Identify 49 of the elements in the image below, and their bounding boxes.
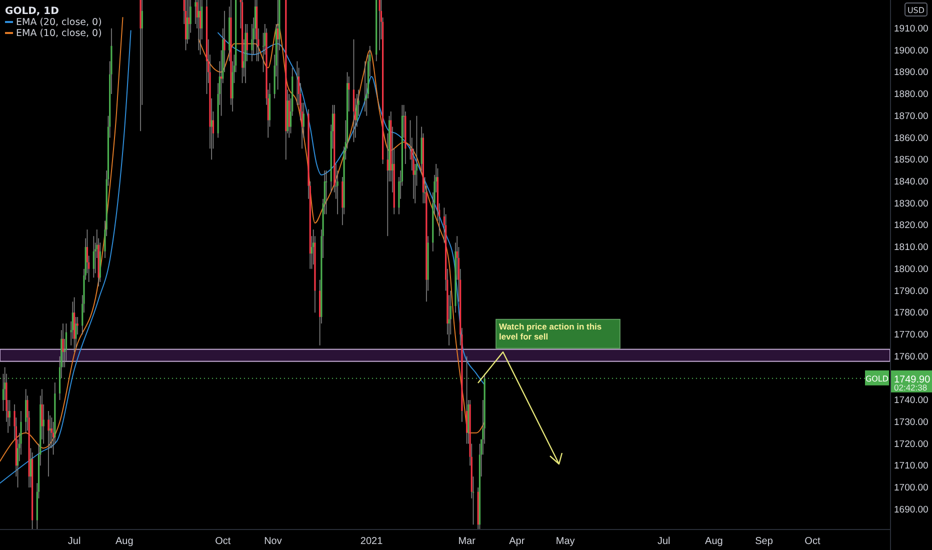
y-tick-label: 1910.00 [894, 23, 928, 34]
y-tick-label: 1800.00 [894, 264, 928, 275]
x-tick-label: Aug [705, 536, 723, 548]
candlestick [296, 60, 298, 106]
y-tick-label: 1780.00 [894, 308, 928, 319]
annotation: Watch price action in this level for sell [499, 321, 602, 342]
x-tick-label: Sep [755, 536, 774, 548]
x-tick-label: 2021 [360, 536, 384, 548]
y-tick-label: 1700.00 [894, 482, 928, 494]
y-tick-label: 1710.00 [894, 460, 928, 472]
annotation: GOLD [865, 374, 889, 384]
x-tick-label: Oct [215, 536, 231, 548]
candlestick [352, 38, 355, 142]
y-tick-label: 1900.00 [894, 45, 928, 56]
y-tick-label: 1870.00 [894, 110, 928, 122]
y-tick-label: 1840.00 [894, 176, 928, 188]
x-tick-label: Jul [657, 536, 670, 548]
candlestick [188, 0, 190, 40]
candlestick [199, 0, 202, 56]
y-tick-label: 1860.00 [894, 132, 928, 144]
y-tick-label: 1790.00 [894, 286, 928, 297]
candlestick [364, 60, 366, 112]
candlestick [92, 236, 94, 278]
text: GOLD, 1D [5, 6, 59, 17]
y-tick-label: 1720.00 [894, 438, 928, 450]
candlestick [378, 0, 380, 51]
x-tick-label: Aug [115, 536, 134, 548]
x-tick-label: May [556, 536, 575, 548]
candlestick [194, 0, 196, 24]
x-tick-label: Mar [458, 536, 476, 548]
y-tick-label: 1880.00 [894, 89, 928, 100]
y-tick-label: 1850.00 [894, 154, 928, 166]
y-axis-title: USD [907, 6, 925, 15]
y-tick-label: 1740.00 [894, 395, 928, 406]
candlestick [48, 410, 50, 477]
legend-label: EMA (20, close, 0) [16, 17, 102, 28]
y-tick-label: 1890.00 [894, 67, 928, 78]
x-tick-label: Jul [68, 536, 81, 548]
y-tick-label: 1770.00 [894, 329, 928, 340]
x-tick-label: Oct [804, 536, 820, 548]
y-tick-label: 1810.00 [894, 242, 928, 254]
y-tick-label: 1830.00 [894, 198, 928, 210]
x-tick-label: Nov [264, 536, 282, 548]
x-tick-label: Apr [509, 536, 526, 548]
y-tick-label: 1690.00 [894, 504, 928, 516]
y-tick-label: 1730.00 [894, 416, 928, 428]
y-tick-label: 1760.00 [894, 351, 928, 362]
y-tick-label: 1820.00 [894, 220, 928, 232]
legend-label: EMA (10, close, 0) [16, 28, 102, 39]
